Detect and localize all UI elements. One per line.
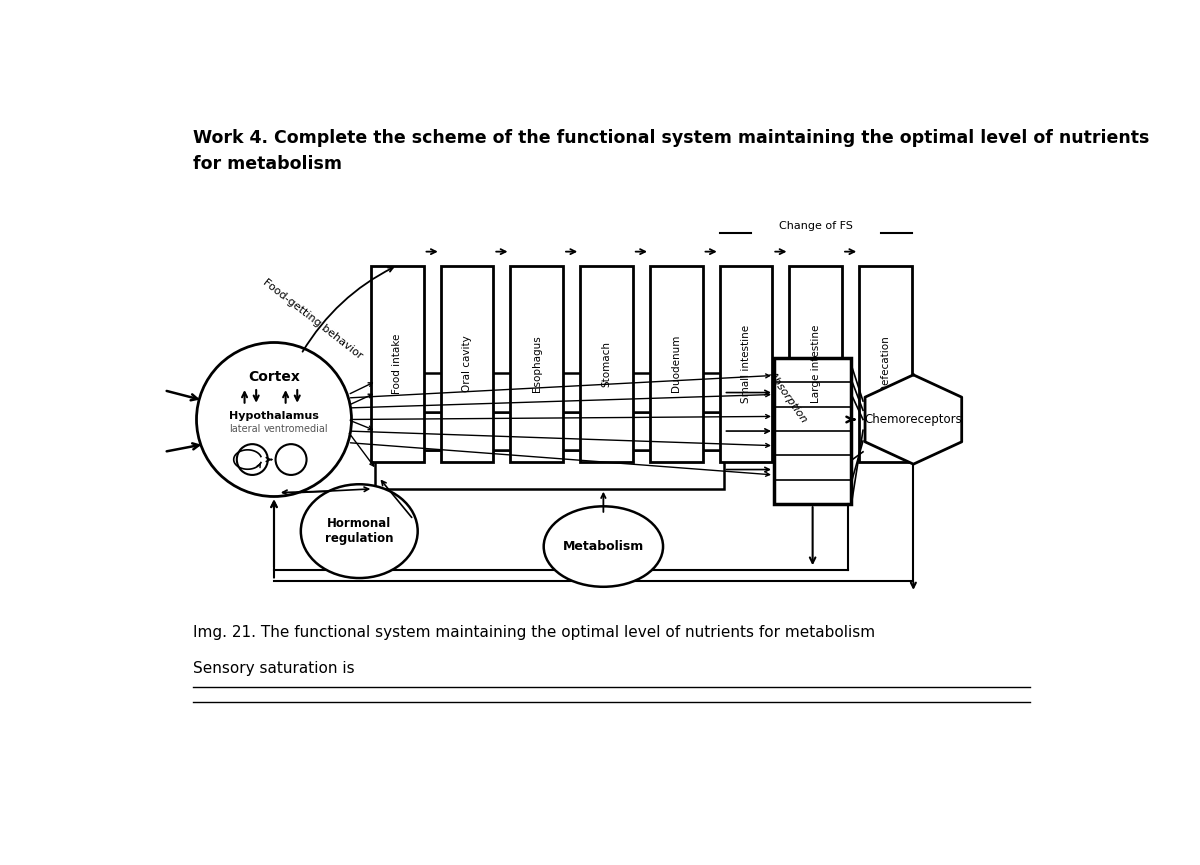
FancyBboxPatch shape — [371, 266, 424, 462]
Text: Chemoreceptors: Chemoreceptors — [864, 413, 962, 426]
Polygon shape — [865, 375, 961, 465]
Text: Change of FS: Change of FS — [779, 221, 853, 231]
Text: Cortex: Cortex — [248, 370, 300, 384]
Text: Esophagus: Esophagus — [532, 336, 541, 392]
Text: Defecation: Defecation — [881, 336, 890, 392]
FancyBboxPatch shape — [374, 374, 724, 412]
Circle shape — [276, 444, 306, 475]
Text: for metabolism: for metabolism — [193, 156, 342, 173]
FancyBboxPatch shape — [374, 412, 724, 451]
Text: Metabolism: Metabolism — [563, 540, 644, 553]
FancyBboxPatch shape — [720, 266, 773, 462]
FancyBboxPatch shape — [580, 266, 632, 462]
Circle shape — [236, 444, 268, 475]
Ellipse shape — [544, 506, 664, 586]
Text: Hormonal
regulation: Hormonal regulation — [325, 517, 394, 545]
FancyBboxPatch shape — [510, 266, 563, 462]
FancyBboxPatch shape — [790, 266, 842, 462]
Text: Img. 21. The functional system maintaining the optimal level of nutrients for me: Img. 21. The functional system maintaini… — [193, 625, 875, 640]
Ellipse shape — [301, 484, 418, 578]
Text: Small intestine: Small intestine — [740, 324, 751, 403]
Text: Large intestine: Large intestine — [811, 324, 821, 403]
FancyBboxPatch shape — [650, 266, 702, 462]
Text: Oral cavity: Oral cavity — [462, 336, 472, 392]
Text: Stomach: Stomach — [601, 341, 612, 387]
FancyBboxPatch shape — [374, 451, 724, 489]
Circle shape — [197, 343, 352, 497]
FancyBboxPatch shape — [859, 266, 912, 462]
Text: Food intake: Food intake — [392, 334, 402, 394]
FancyBboxPatch shape — [774, 358, 851, 504]
FancyBboxPatch shape — [440, 266, 493, 462]
Text: Hypothalamus: Hypothalamus — [229, 411, 319, 420]
Text: lateral: lateral — [229, 424, 260, 433]
Text: Duodenum: Duodenum — [671, 335, 682, 393]
Text: Food-getting behavior: Food-getting behavior — [262, 278, 365, 362]
Text: ventromedial: ventromedial — [263, 424, 328, 433]
Text: Absorption: Absorption — [767, 368, 809, 424]
Text: Sensory saturation is: Sensory saturation is — [193, 661, 354, 676]
Text: Work 4. Complete the scheme of the functional system maintaining the optimal lev: Work 4. Complete the scheme of the funct… — [193, 129, 1150, 147]
